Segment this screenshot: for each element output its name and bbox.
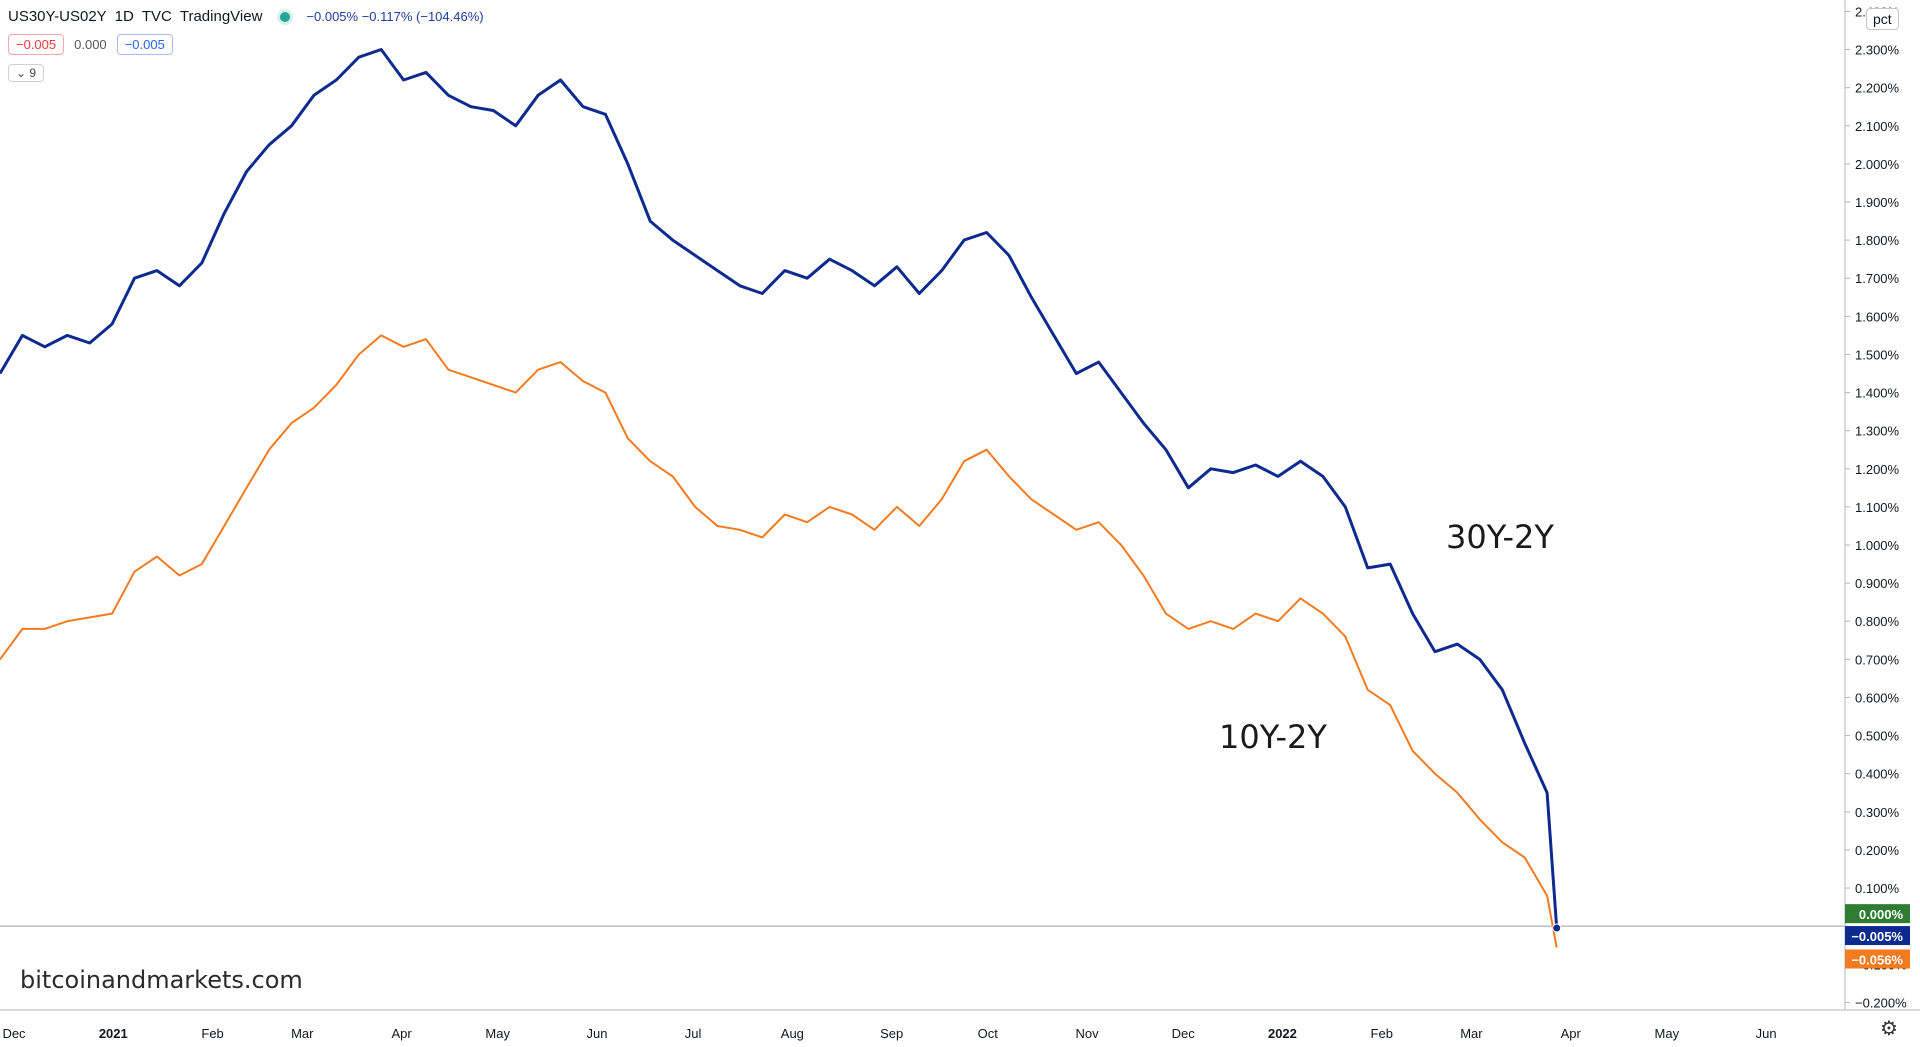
y-tick-label: 1.300% [1855,424,1900,439]
y-tick-label: 2.100% [1855,119,1900,134]
x-tick-label: Mar [291,1026,314,1041]
annotation-30y-2y: 30Y-2Y [1446,518,1554,556]
series-line-10y-2y[interactable] [0,334,1558,948]
y-tick-label: −0.200% [1855,995,1907,1010]
x-tick-label: 2022 [1268,1026,1297,1041]
y-tick-label: 0.900% [1855,576,1900,591]
x-tick-label: Apr [391,1026,412,1041]
series-line-30y-2y[interactable] [0,48,1559,929]
x-tick-label: Oct [978,1026,999,1041]
symbol-label[interactable]: US30Y-US02Y [8,8,107,25]
x-tick-label: 2021 [99,1026,128,1041]
spread-label: 0.000 [74,37,107,52]
x-tick-label: May [485,1026,510,1041]
indicators-toggle-button[interactable]: ⌄ 9 [8,64,45,82]
y-tick-label: 0.800% [1855,614,1900,629]
x-tick-label: Aug [781,1026,804,1041]
y-tick-label: 0.100% [1855,881,1900,896]
y-tick-label: 1.100% [1855,500,1900,515]
y-tick-label: 1.900% [1855,195,1900,210]
scale-mode-button[interactable]: pct [1866,8,1899,30]
y-tick-label: 2.200% [1855,81,1900,96]
interval-label[interactable]: 1D [114,8,134,25]
x-tick-label: Jun [586,1026,607,1041]
price-badge-label: −0.005% [1851,929,1903,944]
y-tick-label: 0.600% [1855,690,1900,705]
price-badge-label: 0.000% [1859,907,1904,922]
x-tick-label: Nov [1075,1026,1099,1041]
gear-icon[interactable]: ⚙ [1880,1018,1898,1040]
price-badge-us10 [1845,949,1910,969]
y-tick-label: 1.800% [1855,233,1900,248]
price-badge-us30 [1845,926,1910,946]
sell-button[interactable]: −0.005 [8,34,65,55]
y-tick-label: 1.200% [1855,462,1900,477]
x-tick-label: Mar [1460,1026,1483,1041]
platform-label: TradingView [179,8,263,25]
x-tick-label: Sep [880,1026,903,1041]
x-tick-label: Jun [1756,1026,1777,1041]
last-point-marker [1552,923,1562,933]
price-badge-label: −0.056% [1851,952,1903,967]
x-tick-label: Dec [2,1026,26,1041]
change-label: −0.005% −0.117% (−104.46%) [306,9,484,24]
x-tick-label: Feb [201,1026,223,1041]
y-tick-label: 0.200% [1855,843,1900,858]
x-tick-label: May [1655,1026,1680,1041]
y-tick-label: 1.400% [1855,386,1900,401]
y-tick-label: 0.400% [1855,767,1900,782]
y-tick-label: 1.700% [1855,271,1900,286]
y-tick-label: 2.000% [1855,157,1900,172]
x-tick-label: Apr [1561,1026,1582,1041]
y-tick-label: 0.300% [1855,805,1900,820]
x-tick-label: Feb [1371,1026,1393,1041]
indicator-count: 9 [29,66,37,80]
annotation-10y-2y: 10Y-2Y [1219,718,1327,756]
y-tick-label: 2.300% [1855,43,1900,58]
chart-header: US30Y-US02Y 1D TVC TradingView −0.005% −… [8,8,484,25]
y-tick-label: 1.000% [1855,538,1900,553]
watermark: bitcoinandmarkets.com [20,966,303,994]
y-tick-label: 1.600% [1855,309,1900,324]
source-label: TVC [141,8,172,25]
price-badge-zero [1845,904,1910,924]
market-status-icon [280,11,291,22]
plot-area [0,48,1845,948]
buy-button[interactable]: −0.005 [116,34,173,55]
trade-controls: −0.005 0.000 −0.005 [8,34,173,55]
y-tick-label: 0.500% [1855,729,1900,744]
y-tick-label: 1.500% [1855,347,1900,362]
y-tick-label: 0.700% [1855,652,1900,667]
x-tick-label: Dec [1172,1026,1196,1041]
chevron-down-icon: ⌄ [16,66,27,80]
x-tick-label: Jul [685,1026,702,1041]
